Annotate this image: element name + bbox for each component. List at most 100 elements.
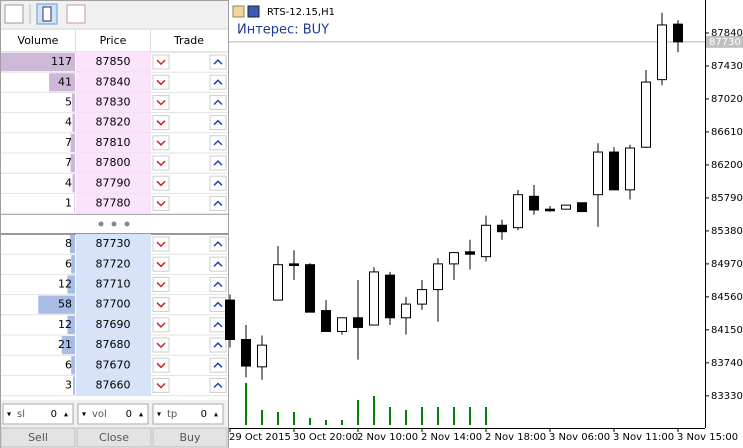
spread-dot	[98, 221, 104, 227]
sell-icon	[156, 281, 166, 288]
x-tick-label: 3 Nov 15:00	[677, 432, 738, 443]
sell-button[interactable]	[152, 276, 170, 292]
spin-value: 0	[126, 409, 132, 420]
sell-icon	[156, 241, 166, 248]
volume-text: 3	[65, 379, 72, 392]
price-cell	[76, 234, 151, 255]
y-tick-label: 87430	[711, 61, 743, 72]
sell-icon	[156, 322, 166, 328]
sell-button[interactable]	[152, 94, 170, 110]
price-cell	[76, 274, 151, 295]
volume-bar	[69, 235, 75, 254]
buy-icon	[213, 261, 223, 267]
sell-button[interactable]	[152, 357, 170, 373]
buy-icon	[213, 160, 223, 166]
sell-button[interactable]	[152, 297, 170, 313]
buy-icon	[213, 281, 223, 288]
sell-button[interactable]	[152, 155, 170, 171]
price-cell	[76, 294, 151, 315]
y-tick-label: 84970	[711, 259, 743, 270]
buy-button[interactable]	[209, 54, 227, 70]
volume-bar	[61, 336, 75, 355]
sell-button[interactable]	[152, 377, 170, 393]
buy-button[interactable]	[209, 357, 227, 373]
chart-icon	[232, 5, 245, 18]
price-text: 87670	[96, 358, 131, 371]
tool-icon[interactable]	[66, 4, 86, 24]
buy-button[interactable]	[209, 276, 227, 292]
buy-icon	[213, 59, 223, 65]
volume-bar	[67, 315, 75, 334]
volume-bar	[38, 295, 75, 314]
sell-button[interactable]	[152, 236, 170, 252]
sell-icon	[156, 302, 166, 308]
trade-button[interactable]	[152, 427, 228, 448]
buy-button[interactable]	[209, 155, 227, 171]
candle-body	[497, 224, 507, 233]
x-tick-label: 3 Nov 06:00	[549, 432, 610, 443]
candle-body	[577, 202, 587, 213]
volume-bar	[72, 174, 75, 193]
buy-icon	[213, 180, 223, 186]
x-tick-label: 2 Nov 10:00	[357, 432, 418, 443]
tool-icon[interactable]	[4, 4, 24, 24]
sell-button[interactable]	[152, 317, 170, 333]
sell-button[interactable]	[152, 135, 170, 151]
volume-text: 41	[58, 75, 72, 88]
buy-button[interactable]	[209, 377, 227, 393]
spin-box[interactable]	[2, 403, 74, 425]
candle-body	[369, 271, 379, 326]
price-text: 87680	[96, 338, 131, 351]
volume-bar	[1, 53, 75, 72]
y-tick-label: 85790	[711, 193, 743, 204]
sell-icon	[156, 160, 166, 167]
candle-body	[225, 299, 235, 341]
buy-button[interactable]	[209, 135, 227, 151]
x-tick-label: 30 Oct 20:00	[293, 432, 358, 443]
column-header: Price	[100, 34, 127, 47]
price-text: 87840	[96, 75, 131, 88]
buy-button[interactable]	[209, 297, 227, 313]
sell-icon	[156, 120, 166, 126]
buy-button[interactable]	[209, 94, 227, 110]
price-text: 87710	[96, 278, 131, 291]
spin-box[interactable]	[152, 403, 224, 425]
candle-body	[401, 303, 411, 319]
candle-body	[241, 339, 251, 367]
sell-icon	[156, 79, 166, 86]
trade-button[interactable]	[76, 427, 152, 448]
trade-button[interactable]	[0, 427, 76, 448]
candle-body	[609, 151, 619, 191]
price-cell	[76, 153, 151, 174]
buy-icon	[213, 139, 223, 146]
buy-button[interactable]	[209, 195, 227, 211]
buy-button[interactable]	[209, 236, 227, 252]
y-tick-label: 84560	[711, 292, 743, 303]
sell-button[interactable]	[152, 337, 170, 353]
candle-body	[321, 310, 331, 332]
price-cell	[76, 112, 151, 133]
spin-box[interactable]	[77, 403, 149, 425]
price-cell	[76, 72, 151, 93]
price-text: 87810	[96, 136, 131, 149]
buy-button[interactable]	[209, 74, 227, 90]
spin-value: 0	[201, 409, 207, 420]
buy-button[interactable]	[209, 115, 227, 131]
sell-button[interactable]	[152, 195, 170, 211]
sell-button[interactable]	[152, 175, 170, 191]
sell-button[interactable]	[152, 256, 170, 272]
sell-icon	[156, 362, 166, 369]
sell-button[interactable]	[152, 74, 170, 90]
buy-button[interactable]	[209, 337, 227, 353]
annotation: Интерес: BUY	[237, 23, 329, 38]
price-text: 87850	[96, 55, 131, 68]
sell-button[interactable]	[152, 54, 170, 70]
sell-button[interactable]	[152, 115, 170, 131]
volume-bar	[70, 133, 75, 152]
buy-button[interactable]	[209, 175, 227, 191]
price-text: 87790	[96, 176, 131, 189]
buy-button[interactable]	[209, 317, 227, 333]
buy-button[interactable]	[209, 256, 227, 272]
x-tick-label: 29 Oct 2015	[229, 432, 291, 443]
volume-text: 4	[65, 176, 72, 189]
